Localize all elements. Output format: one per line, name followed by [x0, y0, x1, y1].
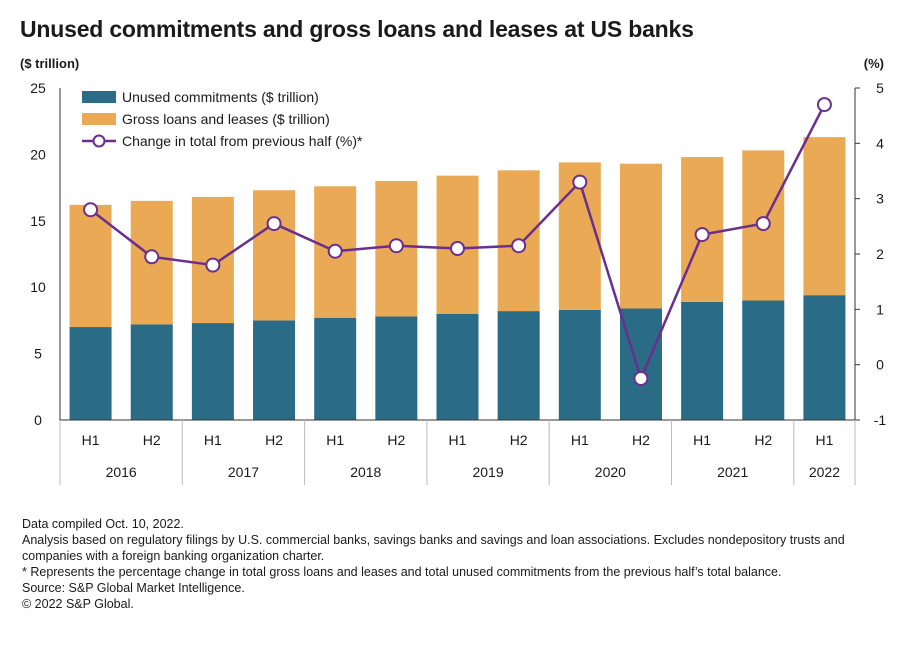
bar-gross-loans — [253, 190, 296, 321]
left-tick-label: 0 — [34, 412, 42, 428]
legend-label-loans: Gross loans and leases ($ trillion) — [122, 111, 330, 127]
note-source: Source: S&P Global Market Intelligence. — [22, 581, 245, 595]
change-point — [511, 238, 527, 254]
bar-gross-loans — [619, 163, 662, 309]
axes: 0 5 10 15 20 25 -1 0 1 2 3 4 5 H1 H2 H1 H2 H1 H2 H1 H2 H1 H2 H1… — [30, 80, 886, 485]
bar-unused-commitments — [191, 323, 234, 420]
change-point — [205, 257, 221, 273]
left-tick-label: 25 — [30, 80, 46, 96]
bar-unused-commitments — [803, 295, 846, 420]
legend-swatch-loans — [82, 113, 116, 125]
right-tick-label: 3 — [876, 191, 884, 207]
x-tick-label: H1 — [82, 432, 100, 448]
x-tick-label: H2 — [387, 432, 405, 448]
change-line-group — [83, 97, 832, 386]
bar-unused-commitments — [253, 320, 296, 420]
bar-unused-commitments — [681, 301, 724, 420]
right-tick-label: 4 — [876, 135, 884, 151]
year-label: 2022 — [809, 464, 840, 480]
bar-unused-commitments — [130, 324, 173, 420]
footnotes: Data compiled Oct. 10, 2022. Analysis ba… — [22, 516, 892, 612]
bar-unused-commitments — [558, 309, 601, 420]
left-tick-label: 20 — [30, 146, 46, 162]
legend-label-unused: Unused commitments ($ trillion) — [122, 89, 319, 105]
right-tick-label: 5 — [876, 80, 884, 96]
x-tick-label: H2 — [754, 432, 772, 448]
change-point — [694, 227, 710, 243]
change-point — [450, 240, 465, 256]
bar-unused-commitments — [69, 327, 112, 420]
right-tick-label: 1 — [876, 301, 884, 317]
x-tick-label: H1 — [204, 432, 222, 448]
x-tick-label: H1 — [449, 432, 467, 448]
change-point — [755, 216, 771, 232]
x-tick-label: H1 — [326, 432, 344, 448]
bar-unused-commitments — [497, 311, 540, 420]
chart-title: Unused commitments and gross loans and l… — [20, 16, 694, 42]
bar-unused-commitments — [619, 308, 662, 420]
note-copyright: © 2022 S&P Global. — [22, 597, 134, 611]
note-data-compiled: Data compiled Oct. 10, 2022. — [22, 517, 184, 531]
change-point — [266, 216, 282, 232]
right-tick-label: 0 — [876, 357, 884, 373]
year-label: 2021 — [717, 464, 748, 480]
change-point — [83, 202, 99, 218]
year-label: 2019 — [472, 464, 503, 480]
change-point — [144, 249, 160, 265]
change-point — [816, 97, 832, 113]
x-tick-label: H1 — [815, 432, 833, 448]
x-tick-label: H2 — [510, 432, 528, 448]
year-label: 2020 — [595, 464, 626, 480]
left-axis-unit: ($ trillion) — [20, 56, 80, 71]
legend-marker — [92, 134, 106, 148]
note-analysis: Analysis based on regulatory filings by … — [22, 533, 845, 563]
stacked-bar-line-chart: 0 5 10 15 20 25 -1 0 1 2 3 4 5 H1 H2 H1 H2 H1 H2 H1 H2 H1 H2 H1… — [30, 80, 886, 485]
bar-gross-loans — [803, 137, 846, 296]
left-tick-label: 5 — [34, 346, 42, 362]
bar-unused-commitments — [314, 317, 357, 420]
x-tick-label: H2 — [265, 432, 283, 448]
change-point — [572, 174, 588, 190]
x-tick-label: H2 — [143, 432, 161, 448]
legend-label-change: Change in total from previous half (%)* — [122, 133, 363, 149]
change-point — [327, 243, 343, 259]
legend: Unused commitments ($ trillion) Gross loa… — [82, 89, 363, 149]
year-label: 2016 — [106, 464, 137, 480]
right-tick-label: -1 — [874, 412, 887, 428]
bar-unused-commitments — [436, 313, 479, 420]
x-tick-label: H1 — [571, 432, 589, 448]
bar-group — [69, 137, 846, 420]
right-tick-label: 2 — [876, 246, 884, 262]
bar-unused-commitments — [375, 316, 418, 420]
legend-swatch-unused — [82, 91, 116, 103]
x-tick-label: H2 — [632, 432, 650, 448]
right-axis-unit: (%) — [863, 56, 884, 71]
change-point — [388, 238, 404, 254]
year-label: 2017 — [228, 464, 259, 480]
left-tick-label: 15 — [30, 213, 46, 229]
note-asterisk: * Represents the percentage change in to… — [22, 565, 782, 579]
x-tick-label: H1 — [693, 432, 711, 448]
year-label: 2018 — [350, 464, 381, 480]
left-tick-label: 10 — [30, 279, 46, 295]
bar-unused-commitments — [742, 300, 785, 420]
bar-gross-loans — [69, 204, 112, 328]
change-point — [633, 371, 649, 386]
